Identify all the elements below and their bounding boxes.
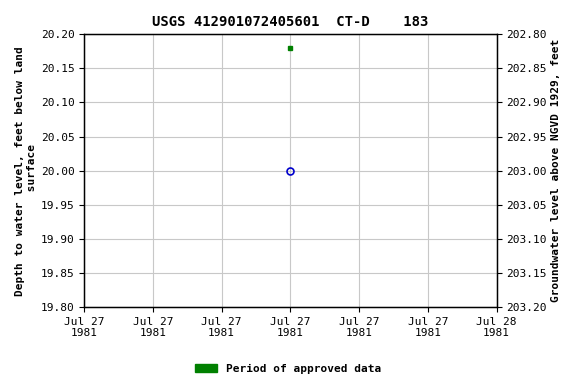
Y-axis label: Groundwater level above NGVD 1929, feet: Groundwater level above NGVD 1929, feet [551, 39, 561, 302]
Legend: Period of approved data: Period of approved data [191, 359, 385, 379]
Y-axis label: Depth to water level, feet below land
 surface: Depth to water level, feet below land su… [15, 46, 37, 296]
Title: USGS 412901072405601  CT-D    183: USGS 412901072405601 CT-D 183 [152, 15, 429, 29]
